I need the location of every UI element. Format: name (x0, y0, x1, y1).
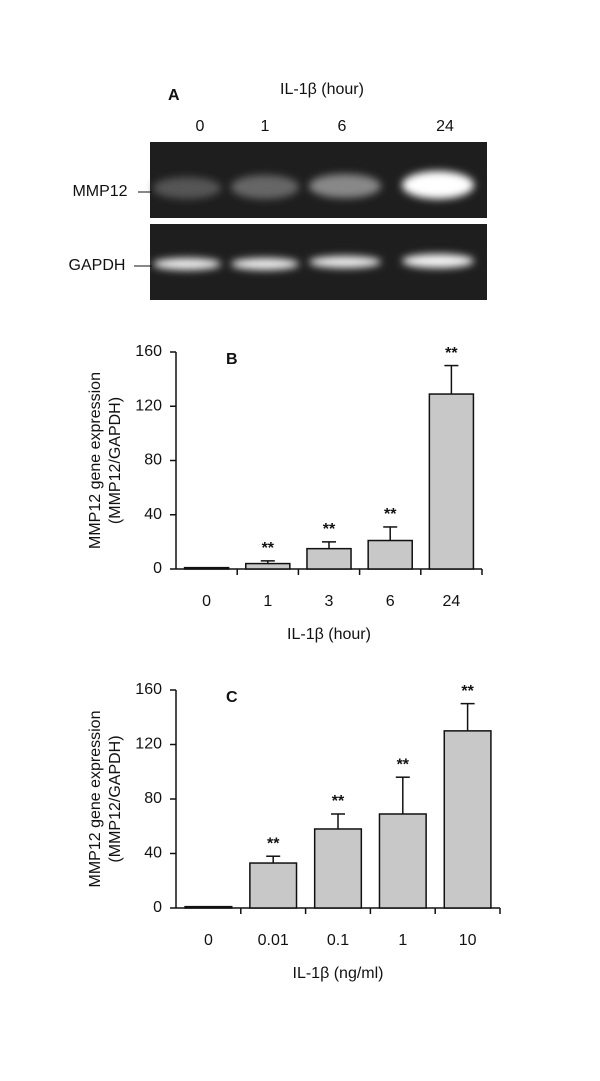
bar (443, 730, 492, 909)
bar (183, 566, 230, 570)
y-tick-label: 0 (153, 899, 162, 916)
y-axis-title: (MMP12/GAPDH) (107, 397, 124, 524)
panel-label: B (226, 351, 238, 368)
y-tick-label: 160 (135, 681, 162, 698)
x-tick-label: 10 (459, 932, 477, 949)
significance-label: ** (461, 683, 474, 700)
significance-label: ** (397, 756, 410, 773)
x-tick-label: 6 (386, 593, 395, 610)
significance-label: ** (445, 345, 458, 362)
panel-label: C (226, 689, 238, 706)
y-tick-label: 120 (135, 397, 162, 414)
row-label: MMP12 (72, 183, 127, 200)
bar (249, 862, 298, 909)
y-tick-label: 40 (144, 845, 162, 862)
y-tick-label: 80 (144, 452, 162, 469)
x-tick-label: 24 (443, 593, 461, 610)
y-tick-label: 120 (135, 736, 162, 753)
bar (313, 828, 363, 909)
significance-label: ** (384, 506, 397, 523)
y-tick-label: 40 (144, 506, 162, 523)
x-tick-label: 1 (398, 932, 407, 949)
bar (367, 539, 413, 570)
row-label: GAPDH (69, 257, 126, 274)
bar (378, 813, 427, 909)
significance-label: ** (267, 835, 280, 852)
x-axis-title: IL-1β (ng/ml) (293, 965, 384, 982)
gel-title: IL-1β (hour) (280, 81, 364, 98)
x-axis-title: IL-1β (hour) (287, 626, 371, 643)
significance-label: ** (262, 540, 275, 557)
significance-label: ** (323, 521, 336, 538)
y-axis-title: MMP12 gene expression (87, 711, 104, 888)
x-tick-label: 0.1 (327, 932, 349, 949)
lane-label: 1 (261, 118, 270, 135)
gel-bands (153, 171, 474, 270)
x-tick-label: 0.01 (258, 932, 289, 949)
lane-label: 6 (338, 118, 347, 135)
bar (184, 905, 233, 909)
bar (428, 393, 475, 570)
y-axis-title: MMP12 gene expression (87, 372, 104, 549)
x-tick-label: 3 (325, 593, 334, 610)
lane-label: 24 (436, 118, 454, 135)
y-tick-label: 0 (153, 560, 162, 577)
y-tick-label: 80 (144, 790, 162, 807)
significance-label: ** (332, 793, 345, 810)
bar (306, 547, 352, 570)
x-tick-label: 0 (202, 593, 211, 610)
lane-label: 0 (196, 118, 205, 135)
y-tick-label: 160 (135, 343, 162, 360)
x-tick-label: 0 (204, 932, 213, 949)
bar (245, 562, 291, 570)
panel-label: A (168, 87, 180, 104)
x-tick-label: 1 (263, 593, 272, 610)
y-axis-title: (MMP12/GAPDH) (107, 735, 124, 862)
